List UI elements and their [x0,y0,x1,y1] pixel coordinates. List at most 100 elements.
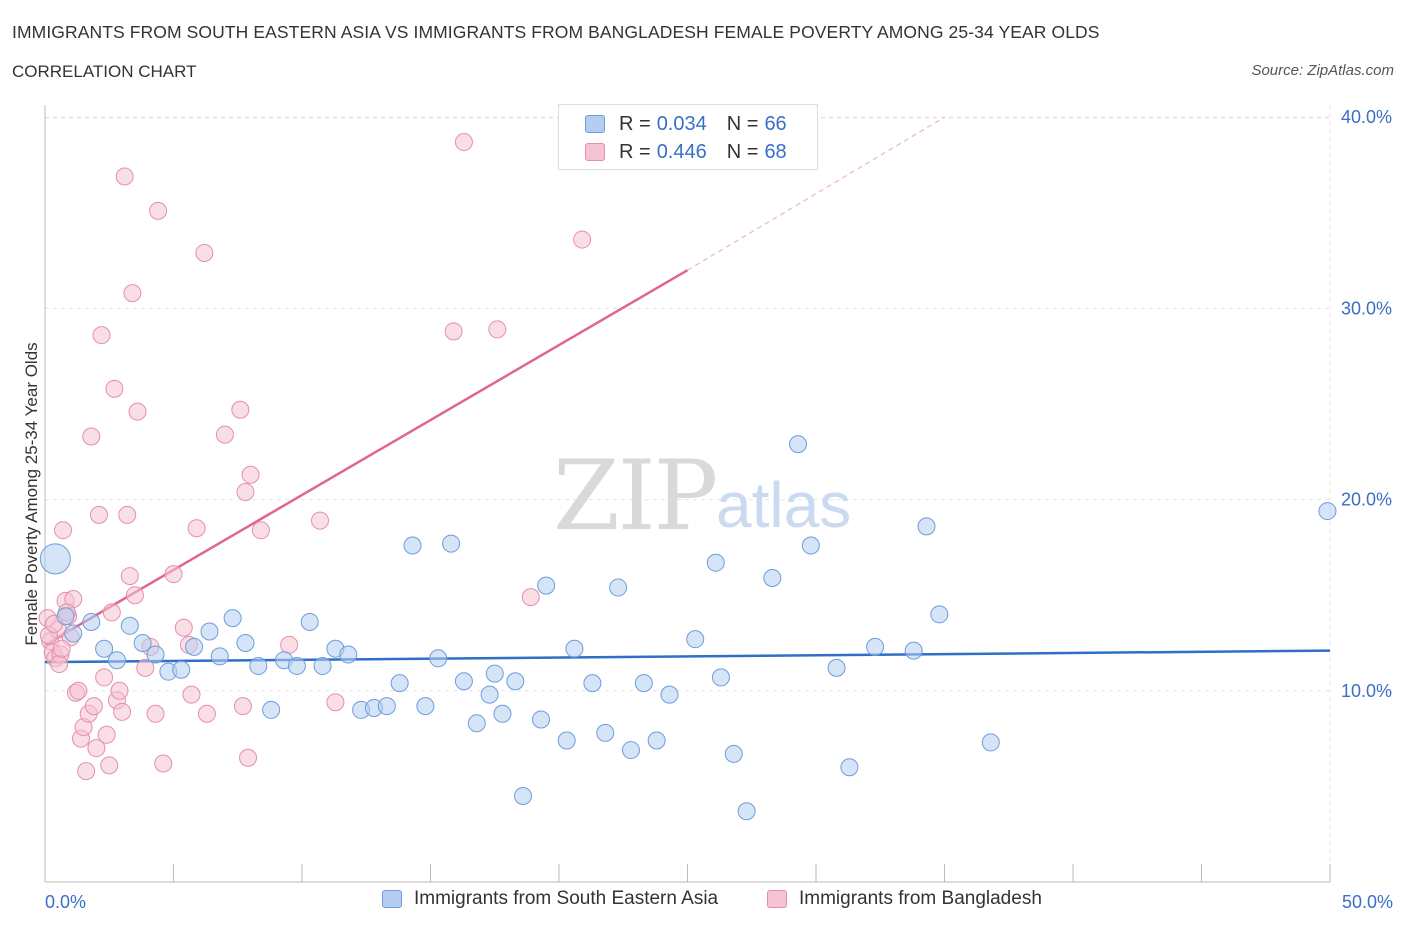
asia-point [467,714,486,733]
asia-point [706,553,725,572]
asia-point [583,674,602,693]
asia-point [403,536,422,555]
r-label: R = [619,112,651,135]
y-tick-label: 30.0% [1341,298,1392,318]
bangladesh-point [521,588,540,607]
asia-point [454,672,473,691]
asia-point [210,647,229,666]
trend-lines [44,116,1331,664]
bangladesh-point [444,322,463,341]
asia-point [120,616,139,635]
asia-point [686,630,705,649]
asia-point [904,641,923,660]
asia-point [866,637,885,656]
n-value-bangladesh: 68 [764,140,787,163]
bangladesh-point [573,230,592,249]
bangladesh-point [113,702,132,721]
asia-point [107,651,126,670]
legend-item-bangladesh[interactable]: Immigrants from Bangladesh [767,888,1042,910]
bangladesh-point [195,243,214,262]
asia-point [660,685,679,704]
asia-point [223,609,242,628]
bangladesh-point [125,586,144,605]
bangladesh-point [326,693,345,712]
asia-point [56,607,75,626]
bangladesh-point [84,697,103,716]
bangladesh-point [53,521,72,540]
asia-point [39,543,71,575]
asia-point [647,731,666,750]
r-value-bangladesh: 0.446 [656,140,707,163]
chart-title: IMMIGRANTS FROM SOUTH EASTERN ASIA VS IM… [12,22,1100,42]
bangladesh-point [182,685,201,704]
bangladesh-point [239,748,258,767]
bangladesh-point [102,603,121,622]
watermark-atlas: atlas [716,469,852,541]
asia-point [236,634,255,652]
bangladesh-point [454,133,473,152]
bangladesh-swatch [585,143,605,161]
bangladesh-point [87,739,106,758]
tick-labels: 10.0% 20.0% 30.0% 40.0% 0.0% 50.0% [45,107,1393,912]
asia-point [95,639,114,658]
asia-point [339,645,358,664]
asia-point [711,668,730,687]
bangladesh-point [187,519,206,538]
asia-point [200,622,219,641]
asia-point [763,568,782,587]
bangladesh-point [215,425,234,444]
asia-point [313,656,332,675]
bangladesh-point [120,567,139,586]
legend-label-bangladesh: Immigrants from Bangladesh [799,888,1042,909]
asia-point [300,612,319,631]
asia-point [185,637,204,656]
asia-point [532,710,551,729]
x-tick-label: 0.0% [45,892,86,912]
asia-point [64,624,83,643]
asia-legend-swatch [382,890,402,908]
n-value-asia: 66 [764,112,787,135]
asia-point [506,672,525,691]
bangladesh-point [92,326,111,345]
bangladesh-point [233,697,252,716]
r-value-asia: 0.034 [656,112,707,135]
bangladesh-point [52,639,71,658]
y-axis-label: Female Poverty Among 25-34 Year Olds [22,342,41,646]
source-credit: Source: ZipAtlas.com [1251,62,1394,79]
asia-point [801,536,820,555]
bangladesh-point [50,655,69,674]
bangladesh-point [89,505,108,524]
asia-point [609,578,628,597]
asia-point [480,685,499,704]
asia-point [82,612,101,631]
legend-item-asia[interactable]: Immigrants from South Eastern Asia [382,888,718,910]
asia-point [930,605,949,624]
bangladesh-point [280,635,299,654]
asia-point [789,435,808,454]
bangladesh-point [231,400,250,419]
asia-point [377,697,396,716]
y-tick-label: 40.0% [1341,107,1392,127]
n-label: N = [726,112,759,135]
stats-legend-row-bangladesh: R = 0.446 N = 68 [585,140,787,164]
axes [44,105,1331,883]
chart-subtitle: CORRELATION CHART [12,62,197,81]
series-legend: Immigrants from South Eastern Asia Immig… [0,888,1406,916]
asia-point [485,664,504,683]
asia-point [596,723,615,742]
stats-legend-row-asia: R = 0.034 N = 66 [585,112,787,136]
watermark-zip: ZIP [553,440,718,552]
stats-legend: R = 0.034 N = 66 R = 0.446 N = 68 [558,104,818,170]
bangladesh-point [236,482,255,501]
bangladesh-legend-swatch [767,890,787,908]
asia-point [840,758,859,777]
asia-point [981,733,1000,752]
bangladesh-point [110,681,129,700]
bangladesh-point [164,565,183,584]
asia-point [917,517,936,536]
r-label: R = [619,140,651,163]
bangladesh-point [197,704,216,723]
asia-point [429,649,448,668]
asia-point [287,656,306,675]
bangladesh-point [174,618,193,637]
